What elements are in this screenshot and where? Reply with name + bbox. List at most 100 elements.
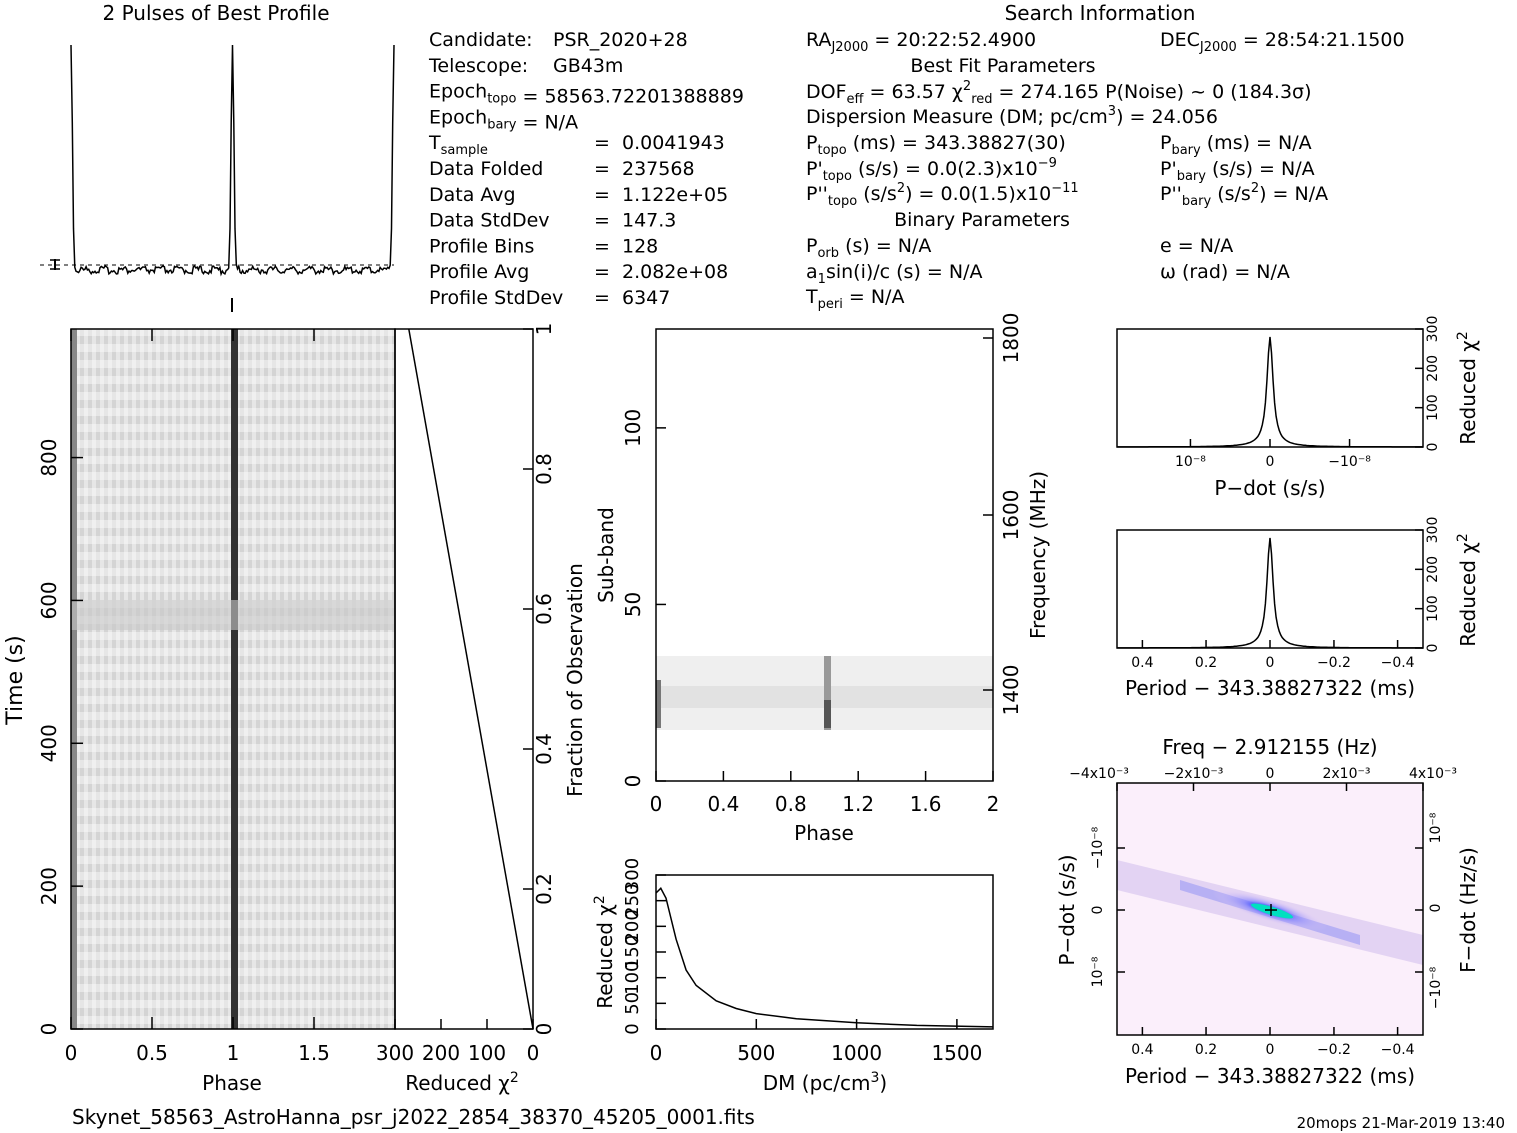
pd-ticks-xlabel: −10⁻⁸ [1328, 454, 1371, 470]
sb-rtick-label: 1400 [999, 665, 1023, 716]
tp-ytick-label: 200 [37, 867, 61, 905]
omega-line: ω (rad) = N/A [1160, 261, 1290, 283]
time-phase-plot: 0 0.5 1 1.5 0 200 400 600 800 Phase Time (s) [3, 328, 396, 1095]
dm-ytick-label: 200 [622, 909, 643, 943]
info-value-4: 0.0041943 [622, 132, 725, 154]
ptopo-line: Ptopo (ms) = 343.38827(30) [806, 132, 1066, 158]
pp-xtick-label: −0.4 [1381, 1042, 1415, 1058]
p-pdot-xlabel: Period − 343.38827322 (ms) [1125, 1064, 1415, 1088]
profile-line [70, 44, 395, 277]
pddot-topo-line: P''topo (s/s2) = 0.0(1.5)x10−11 [806, 181, 1079, 209]
best-fit-header: Best Fit Parameters [910, 55, 1095, 77]
period-xlabel: Period − 343.38827322 (ms) [1125, 676, 1415, 700]
p-pdot-ticks: 0.4 0.2 0 −0.2 −0.4 −4x10⁻³ −2x10⁻³ 0 2x10⁻³ 4x10… [1069, 766, 1457, 1058]
info-eq-9: = [594, 261, 610, 283]
dm-xtick-label: 0 [650, 1041, 663, 1065]
pp-toptick-label: −2x10⁻³ [1164, 766, 1224, 782]
p-pdot-core [1250, 903, 1294, 919]
tp-ytick-label: 600 [37, 581, 61, 619]
pp-xtick-label: 0 [1266, 1042, 1275, 1058]
profile-plot [40, 44, 395, 312]
time-phase-ticks: 0 0.5 1 1.5 0 200 400 600 800 [37, 329, 330, 1065]
info-column-1: Candidate: PSR_2020+28 Telescope: GB43m Epoc… [428, 29, 744, 309]
info-value-6: 1.122e+05 [622, 184, 728, 206]
period-frame [1116, 529, 1424, 649]
pp-ytick-label: −10⁻⁸ [1090, 826, 1106, 869]
info-eq-5: = [594, 158, 610, 180]
info-eq-8: = [594, 235, 610, 257]
freq-title: Freq − 2.912155 (Hz) [1162, 735, 1377, 759]
ra-line: RAJ2000 = 20:22:52.4900 [806, 29, 1036, 55]
info-value-1: GB43m [553, 55, 623, 77]
info-row-5: Data Folded [429, 158, 543, 180]
ct-xtick-label: 300 [376, 1041, 414, 1065]
pdot-topo-line: P'topo (s/s) = 0.0(2.3)x10−9 [806, 156, 1057, 184]
info-eq-4: = [594, 132, 610, 154]
pr-ticks-ylabel: 200 [1425, 556, 1441, 583]
sb-rtick-label: 1800 [999, 313, 1023, 364]
pp-toptick-label: −4x10⁻³ [1069, 766, 1129, 782]
ct-ytick-label: 0.6 [532, 593, 556, 625]
ct-ytick-label: 1 [532, 323, 556, 336]
time-phase-ylabel: Time (s) [3, 635, 28, 725]
porb-line: Porb (s) = N/A [806, 235, 931, 261]
pdot-ticks: 10⁻⁸ 0 −10⁻⁸ 0 100 200 300 [1175, 316, 1441, 470]
tp-xtick-label: 0 [65, 1041, 78, 1065]
pr-ticks-xlabel: 0.4 [1131, 655, 1153, 671]
sb-ytick-label: 0 [621, 775, 645, 788]
subband-xlabel: Phase [794, 821, 854, 845]
period-ylabel: Reduced χ2 [1455, 533, 1480, 647]
pdot-bary-line: P'bary (s/s) = N/A [1160, 158, 1315, 184]
pp-ytick-label: 10⁻⁸ [1090, 956, 1106, 987]
info-eq-7: = [594, 210, 610, 232]
info-value-10: 6347 [622, 287, 670, 309]
pbary-line: Pbary (ms) = N/A [1160, 132, 1312, 158]
time-phase-band [71, 600, 395, 630]
sb-ytick-label: 100 [621, 409, 645, 447]
info-row-1: Telescope: [428, 55, 528, 77]
info-row-9: Profile Avg [429, 261, 529, 283]
subband-pulse-0 [656, 680, 661, 728]
time-phase-pulse-0 [71, 329, 77, 1029]
pdot-curve [1117, 336, 1423, 448]
subband-ticks: 0 0.4 0.8 1.2 1.6 2 0 50 100 1400 1600 1800 [621, 313, 1023, 816]
period-curve [1117, 537, 1423, 649]
chi-vs-time-frame [394, 328, 534, 1030]
info-row-8: Profile Bins [429, 235, 534, 257]
info-value-7: 147.3 [622, 210, 676, 232]
pp-toptick-label: 4x10⁻³ [1409, 766, 1457, 782]
tp-xtick-label: 0.5 [136, 1041, 168, 1065]
pr-ticks-ylabel: 100 [1425, 595, 1441, 622]
info-row-10: Profile StdDev [429, 287, 563, 309]
e-line: e = N/A [1160, 235, 1233, 257]
pr-ticks-ylabel: 0 [1425, 644, 1441, 653]
pp-rtick-label: 0 [1428, 904, 1444, 913]
pp-xtick-label: 0.4 [1131, 1042, 1153, 1058]
ct-xtick-label: 0 [527, 1041, 540, 1065]
pr-ticks-xlabel: −0.2 [1317, 655, 1351, 671]
pp-ytick-label: 0 [1090, 906, 1106, 915]
info-eq-6: = [594, 184, 610, 206]
pp-rtick-label: −10⁻⁸ [1428, 966, 1444, 1009]
pr-ticks-xlabel: 0.2 [1195, 655, 1217, 671]
subband-pulse-1 [824, 656, 831, 730]
tp-xtick-label: 1 [227, 1041, 240, 1065]
tp-ytick-label: 800 [37, 438, 61, 476]
dm-ytick-label: 150 [622, 935, 643, 969]
sb-xtick-label: 1.2 [842, 792, 874, 816]
ct-ytick-label: 0.2 [532, 873, 556, 905]
tp-ytick-label: 400 [37, 724, 61, 762]
fraction-ylabel: Fraction of Observation [563, 563, 587, 797]
pd-ticks-ylabel: 0 [1425, 443, 1441, 452]
filename: Skynet_58563_AstroHanna_psr_j2022_2854_3… [72, 1105, 755, 1129]
pd-ticks-xlabel: 0 [1266, 454, 1275, 470]
sb-xtick-label: 1.6 [910, 792, 942, 816]
chi-vs-time-ticks: 300 200 100 0 0 0.2 0.4 0.6 0.8 1 [376, 323, 556, 1065]
sb-xtick-label: 0.8 [775, 792, 807, 816]
info-row-3: Epochbary = N/A [429, 106, 578, 133]
dm-ytick-label: 250 [622, 883, 643, 917]
dm-xtick-label: 500 [737, 1041, 775, 1065]
dm-xlabel: DM (pc/cm3) [763, 1070, 887, 1095]
